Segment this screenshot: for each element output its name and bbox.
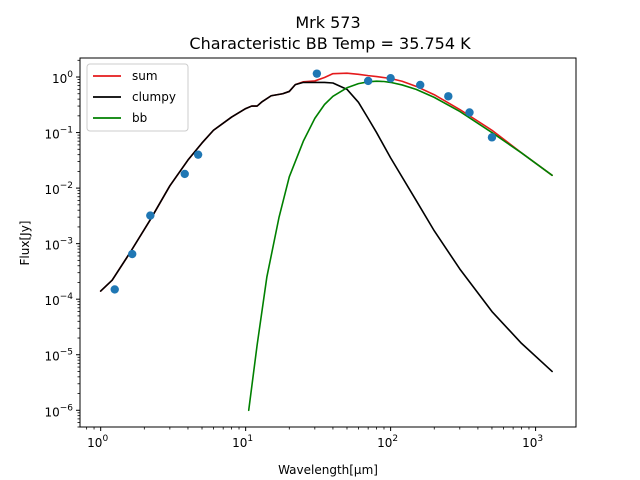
legend: sum clumpy bb [86,63,189,132]
data-point [487,133,497,142]
chart-subtitle: Characteristic BB Temp = 35.754 K [189,34,471,53]
legend-label-bb: bb [132,111,147,125]
data-point [312,69,322,78]
y-tick-label: 10−1 [44,126,73,142]
y-tick-label: 10−5 [44,348,73,364]
legend-label-clumpy: clumpy [132,90,176,104]
x-tick-label: 101 [232,434,253,450]
data-point [386,74,395,83]
x-axis-ticks: 100 101 102 103 [86,427,543,450]
x-tick-label: 100 [87,434,108,450]
y-tick-label: 10−2 [44,181,73,197]
x-tick-label: 103 [522,434,543,450]
series-line-clumpy [99,81,553,373]
chart-title: Mrk 573 [295,13,360,32]
legend-items: sum clumpy bb [93,69,176,125]
series-layer [99,72,553,412]
data-point [416,80,425,90]
plot-frame [79,57,577,428]
data-point [146,211,155,220]
data-point [363,76,373,86]
y-tick-label: 10−6 [44,403,73,419]
x-axis-label: Wavelength[μm] [278,463,378,477]
x-tick-label: 102 [377,434,398,450]
legend-box [86,63,189,132]
y-tick-label: 100 [52,70,73,86]
data-point [444,92,453,101]
y-axis-ticks: 10−6 10−5 10−4 10−3 10−2 10−1 100 [44,59,80,428]
y-axis-label: Flux[Jy] [18,221,32,266]
data-point [128,249,137,259]
data-point [180,169,189,179]
legend-label-sum: sum [132,69,158,83]
data-points-layer [110,69,497,294]
y-tick-label: 10−3 [44,237,73,253]
data-point [110,285,119,294]
series-line-bb [247,80,553,412]
y-tick-label: 10−4 [44,292,73,308]
data-point [465,108,474,117]
data-point [193,150,203,159]
